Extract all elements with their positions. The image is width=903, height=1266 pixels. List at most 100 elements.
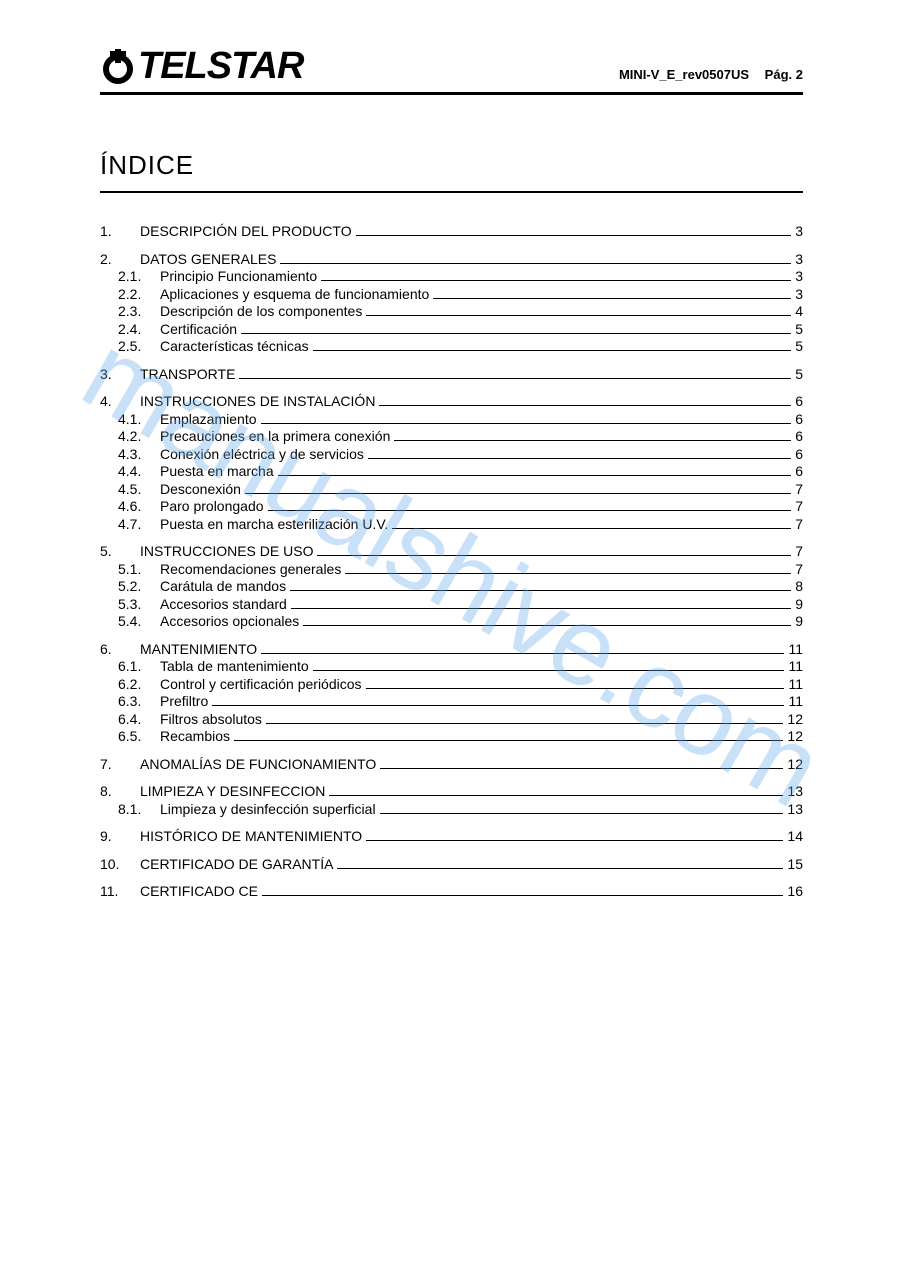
toc-page: 3 [795,286,803,304]
toc-subentry: 6.1.Tabla de mantenimiento11 [100,658,803,676]
toc-number: 5.2. [118,578,160,596]
toc-leader [356,235,792,236]
toc-page: 6 [795,393,803,411]
toc-leader [280,263,791,264]
toc-page: 16 [787,883,803,901]
toc-label: TRANSPORTE [140,366,235,384]
toc-number: 4.7. [118,516,160,534]
toc-label: Paro prolongado [160,498,264,516]
toc-page: 7 [795,516,803,534]
toc-label: Emplazamiento [160,411,257,429]
toc-number: 2.3. [118,303,160,321]
toc-number: 2.5. [118,338,160,356]
toc-entry: 7.ANOMALÍAS DE FUNCIONAMIENTO12 [100,756,803,774]
toc-leader [321,280,791,281]
toc-leader [368,458,791,459]
toc-leader [261,653,784,654]
toc-number: 1. [100,223,140,241]
toc-page: 4 [795,303,803,321]
toc-number: 2. [100,251,140,269]
toc-subentry: 2.5.Características técnicas5 [100,338,803,356]
toc-page: 13 [787,801,803,819]
toc-number: 6.2. [118,676,160,694]
toc-page: 12 [787,711,803,729]
toc-number: 8. [100,783,140,801]
toc-label: Recambios [160,728,230,746]
toc-leader [234,740,783,741]
toc-leader [303,625,791,626]
toc-leader [380,813,784,814]
toc-page: 6 [795,411,803,429]
toc-leader [262,895,783,896]
toc-leader [313,350,792,351]
toc-leader [380,768,783,769]
toc-subentry: 4.1.Emplazamiento 6 [100,411,803,429]
toc-leader [261,423,792,424]
toc-entry: 3.TRANSPORTE5 [100,366,803,384]
toc-page: 8 [795,578,803,596]
toc-subentry: 5.1.Recomendaciones generales7 [100,561,803,579]
toc-page: 6 [795,428,803,446]
toc-leader [329,795,783,796]
toc-label: Desconexión [160,481,241,499]
document-page: manualshive.com TELSTAR MINI-V_E_rev0507… [0,0,903,1266]
toc-subentry: 5.2.Carátula de mandos 8 [100,578,803,596]
toc-label: Carátula de mandos [160,578,286,596]
toc-entry: 11.CERTIFICADO CE16 [100,883,803,901]
toc-leader [239,378,791,379]
toc-label: Conexión eléctrica y de servicios [160,446,364,464]
toc-page: 5 [795,321,803,339]
doc-reference: MINI-V_E_rev0507US [619,67,749,82]
toc-entry: 8.LIMPIEZA Y DESINFECCION13 [100,783,803,801]
toc-entry: 1.DESCRIPCIÓN DEL PRODUCTO3 [100,223,803,241]
toc-number: 4.6. [118,498,160,516]
toc-leader [241,333,791,334]
toc-number: 4.5. [118,481,160,499]
toc-subentry: 6.2.Control y certificación periódicos11 [100,676,803,694]
toc-leader [212,705,784,706]
toc-number: 4.4. [118,463,160,481]
toc-subentry: 2.1.Principio Funcionamiento3 [100,268,803,286]
toc-page: 7 [795,481,803,499]
toc-entry: 5.INSTRUCCIONES DE USO7 [100,543,803,561]
toc-number: 9. [100,828,140,846]
toc-page: 3 [795,251,803,269]
toc-page: 3 [795,223,803,241]
toc-label: Accesorios opcionales [160,613,299,631]
toc-label: Recomendaciones generales [160,561,341,579]
page-title: ÍNDICE [100,150,803,193]
toc-leader [366,688,785,689]
toc-subentry: 6.3.Prefiltro11 [100,693,803,711]
page-header: TELSTAR MINI-V_E_rev0507US Pág. 2 [100,45,803,95]
toc-leader [290,590,791,591]
toc-label: Principio Funcionamiento [160,268,317,286]
brand-text: TELSTAR [138,45,303,88]
toc-page: 9 [795,613,803,631]
toc-number: 5.3. [118,596,160,614]
brand-logo: TELSTAR [100,45,303,88]
toc-subentry: 8.1.Limpieza y desinfección superficial1… [100,801,803,819]
toc-label: Descripción de los componentes [160,303,362,321]
toc-subentry: 6.4.Filtros absolutos12 [100,711,803,729]
toc-page: 7 [795,543,803,561]
toc-number: 5.4. [118,613,160,631]
toc-label: Certificación [160,321,237,339]
toc-label: ANOMALÍAS DE FUNCIONAMIENTO [140,756,376,774]
toc-page: 11 [788,676,803,694]
toc-label: Características técnicas [160,338,309,356]
toc-entry: 10.CERTIFICADO DE GARANTÍA15 [100,856,803,874]
toc-leader [266,723,783,724]
toc-leader [366,840,783,841]
toc-leader [379,405,791,406]
toc-page: 11 [788,693,803,711]
toc-number: 6.3. [118,693,160,711]
toc-number: 2.2. [118,286,160,304]
toc-subentry: 6.5.Recambios12 [100,728,803,746]
toc-label: HISTÓRICO DE MANTENIMIENTO [140,828,362,846]
toc-number: 6.4. [118,711,160,729]
toc-number: 6. [100,641,140,659]
toc-page: 11 [788,641,803,659]
toc-number: 4.1. [118,411,160,429]
toc-subentry: 4.6.Paro prolongado7 [100,498,803,516]
toc-leader [394,440,791,441]
